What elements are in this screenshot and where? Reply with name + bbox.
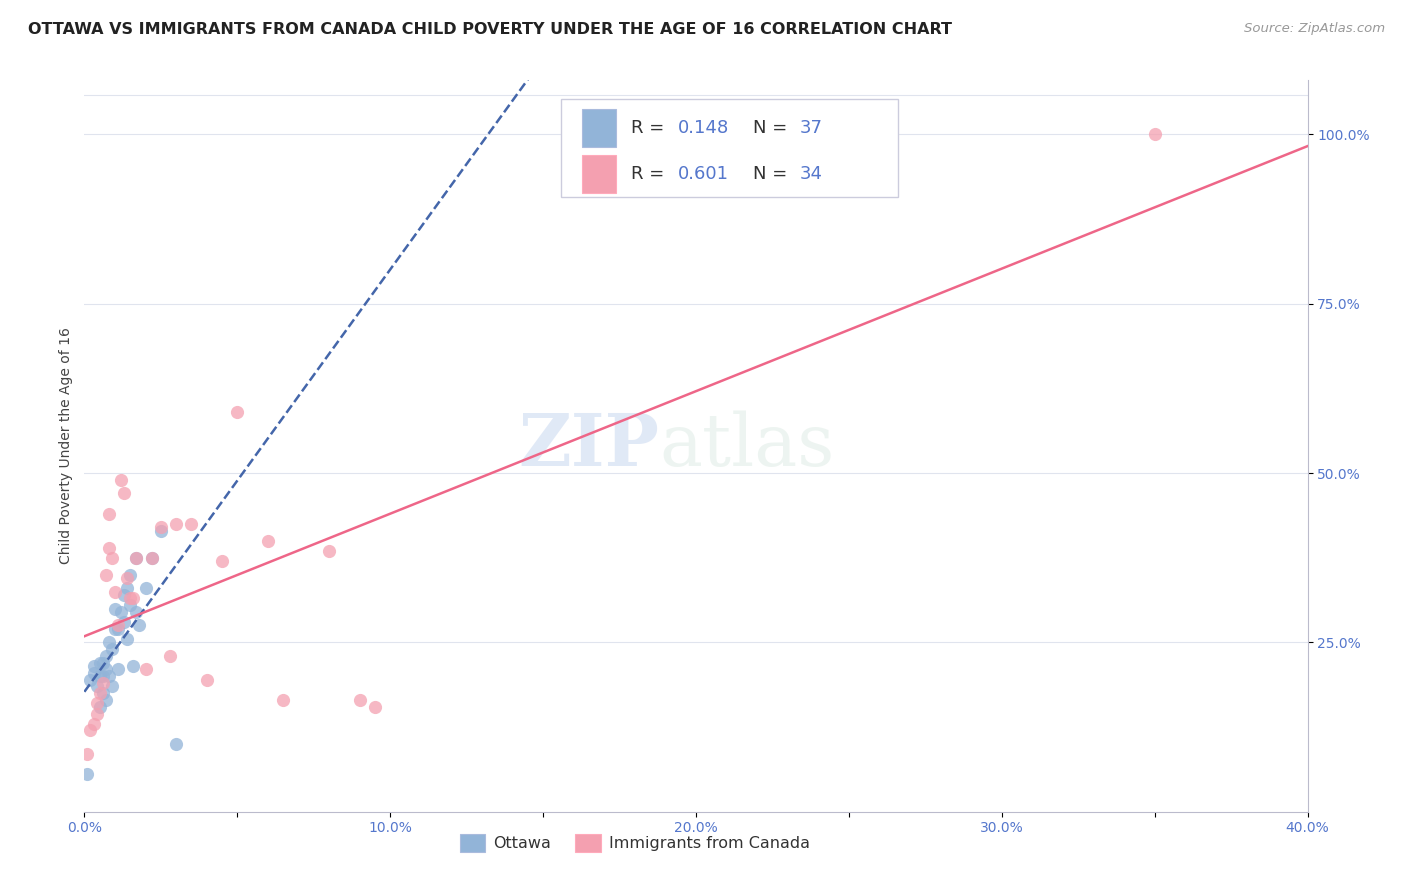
Point bbox=[226, 405, 249, 419]
Point bbox=[364, 699, 387, 714]
Text: 0.601: 0.601 bbox=[678, 164, 728, 183]
Point bbox=[165, 516, 187, 531]
Text: R =: R = bbox=[631, 119, 671, 136]
Point bbox=[91, 676, 114, 690]
Point bbox=[89, 686, 111, 700]
Text: R =: R = bbox=[631, 164, 671, 183]
Point bbox=[115, 571, 138, 585]
Point bbox=[83, 659, 105, 673]
Point bbox=[211, 554, 233, 568]
Point bbox=[135, 663, 157, 677]
Y-axis label: Child Poverty Under the Age of 16: Child Poverty Under the Age of 16 bbox=[59, 327, 73, 565]
Point bbox=[89, 699, 111, 714]
Point bbox=[257, 533, 280, 548]
Point bbox=[135, 581, 157, 595]
Point bbox=[149, 524, 172, 538]
Text: atlas: atlas bbox=[659, 410, 835, 482]
Point bbox=[86, 706, 108, 721]
Point bbox=[120, 567, 142, 582]
Point bbox=[91, 686, 114, 700]
Point bbox=[79, 723, 101, 738]
Point bbox=[101, 642, 124, 657]
Point bbox=[97, 541, 120, 555]
Point bbox=[91, 669, 114, 683]
Point bbox=[110, 605, 132, 619]
Point bbox=[104, 601, 127, 615]
Point bbox=[83, 716, 105, 731]
Point bbox=[112, 486, 135, 500]
Legend: Ottawa, Immigrants from Canada: Ottawa, Immigrants from Canada bbox=[454, 828, 815, 859]
Point bbox=[97, 507, 120, 521]
Point bbox=[94, 648, 117, 663]
Point bbox=[94, 567, 117, 582]
Point bbox=[101, 550, 124, 565]
Point bbox=[125, 550, 148, 565]
Text: OTTAWA VS IMMIGRANTS FROM CANADA CHILD POVERTY UNDER THE AGE OF 16 CORRELATION C: OTTAWA VS IMMIGRANTS FROM CANADA CHILD P… bbox=[28, 22, 952, 37]
Point bbox=[112, 588, 135, 602]
Point bbox=[125, 550, 148, 565]
Point bbox=[104, 584, 127, 599]
Point bbox=[122, 591, 145, 606]
Text: Source: ZipAtlas.com: Source: ZipAtlas.com bbox=[1244, 22, 1385, 36]
Point bbox=[128, 618, 150, 632]
Bar bbox=[582, 154, 616, 193]
Point bbox=[349, 693, 371, 707]
Point bbox=[141, 550, 163, 565]
Point bbox=[104, 622, 127, 636]
Point bbox=[120, 591, 142, 606]
Point bbox=[76, 767, 98, 781]
FancyBboxPatch shape bbox=[561, 99, 898, 197]
Point bbox=[112, 615, 135, 629]
Text: 37: 37 bbox=[800, 119, 823, 136]
Bar bbox=[582, 109, 616, 147]
Point bbox=[94, 693, 117, 707]
Point bbox=[97, 635, 120, 649]
Point bbox=[107, 663, 129, 677]
Point bbox=[149, 520, 172, 534]
Point bbox=[89, 656, 111, 670]
Point bbox=[83, 665, 105, 680]
Point bbox=[86, 697, 108, 711]
Point bbox=[141, 550, 163, 565]
Point bbox=[107, 622, 129, 636]
Point bbox=[125, 605, 148, 619]
Point bbox=[180, 516, 202, 531]
Text: N =: N = bbox=[754, 119, 793, 136]
Text: N =: N = bbox=[754, 164, 793, 183]
Point bbox=[165, 737, 187, 751]
Point bbox=[1143, 128, 1166, 142]
Point bbox=[115, 632, 138, 646]
Point bbox=[76, 747, 98, 761]
Point bbox=[107, 618, 129, 632]
Text: 0.148: 0.148 bbox=[678, 119, 728, 136]
Point bbox=[115, 581, 138, 595]
Point bbox=[120, 598, 142, 612]
Point bbox=[91, 656, 114, 670]
Text: 34: 34 bbox=[800, 164, 823, 183]
Point bbox=[271, 693, 294, 707]
Point bbox=[86, 680, 108, 694]
Point bbox=[195, 673, 218, 687]
Point bbox=[94, 663, 117, 677]
Point bbox=[122, 659, 145, 673]
Point bbox=[79, 673, 101, 687]
Point bbox=[318, 544, 340, 558]
Point bbox=[159, 648, 181, 663]
Text: ZIP: ZIP bbox=[519, 410, 659, 482]
Point bbox=[97, 669, 120, 683]
Point bbox=[101, 680, 124, 694]
Point bbox=[110, 473, 132, 487]
Point bbox=[89, 669, 111, 683]
